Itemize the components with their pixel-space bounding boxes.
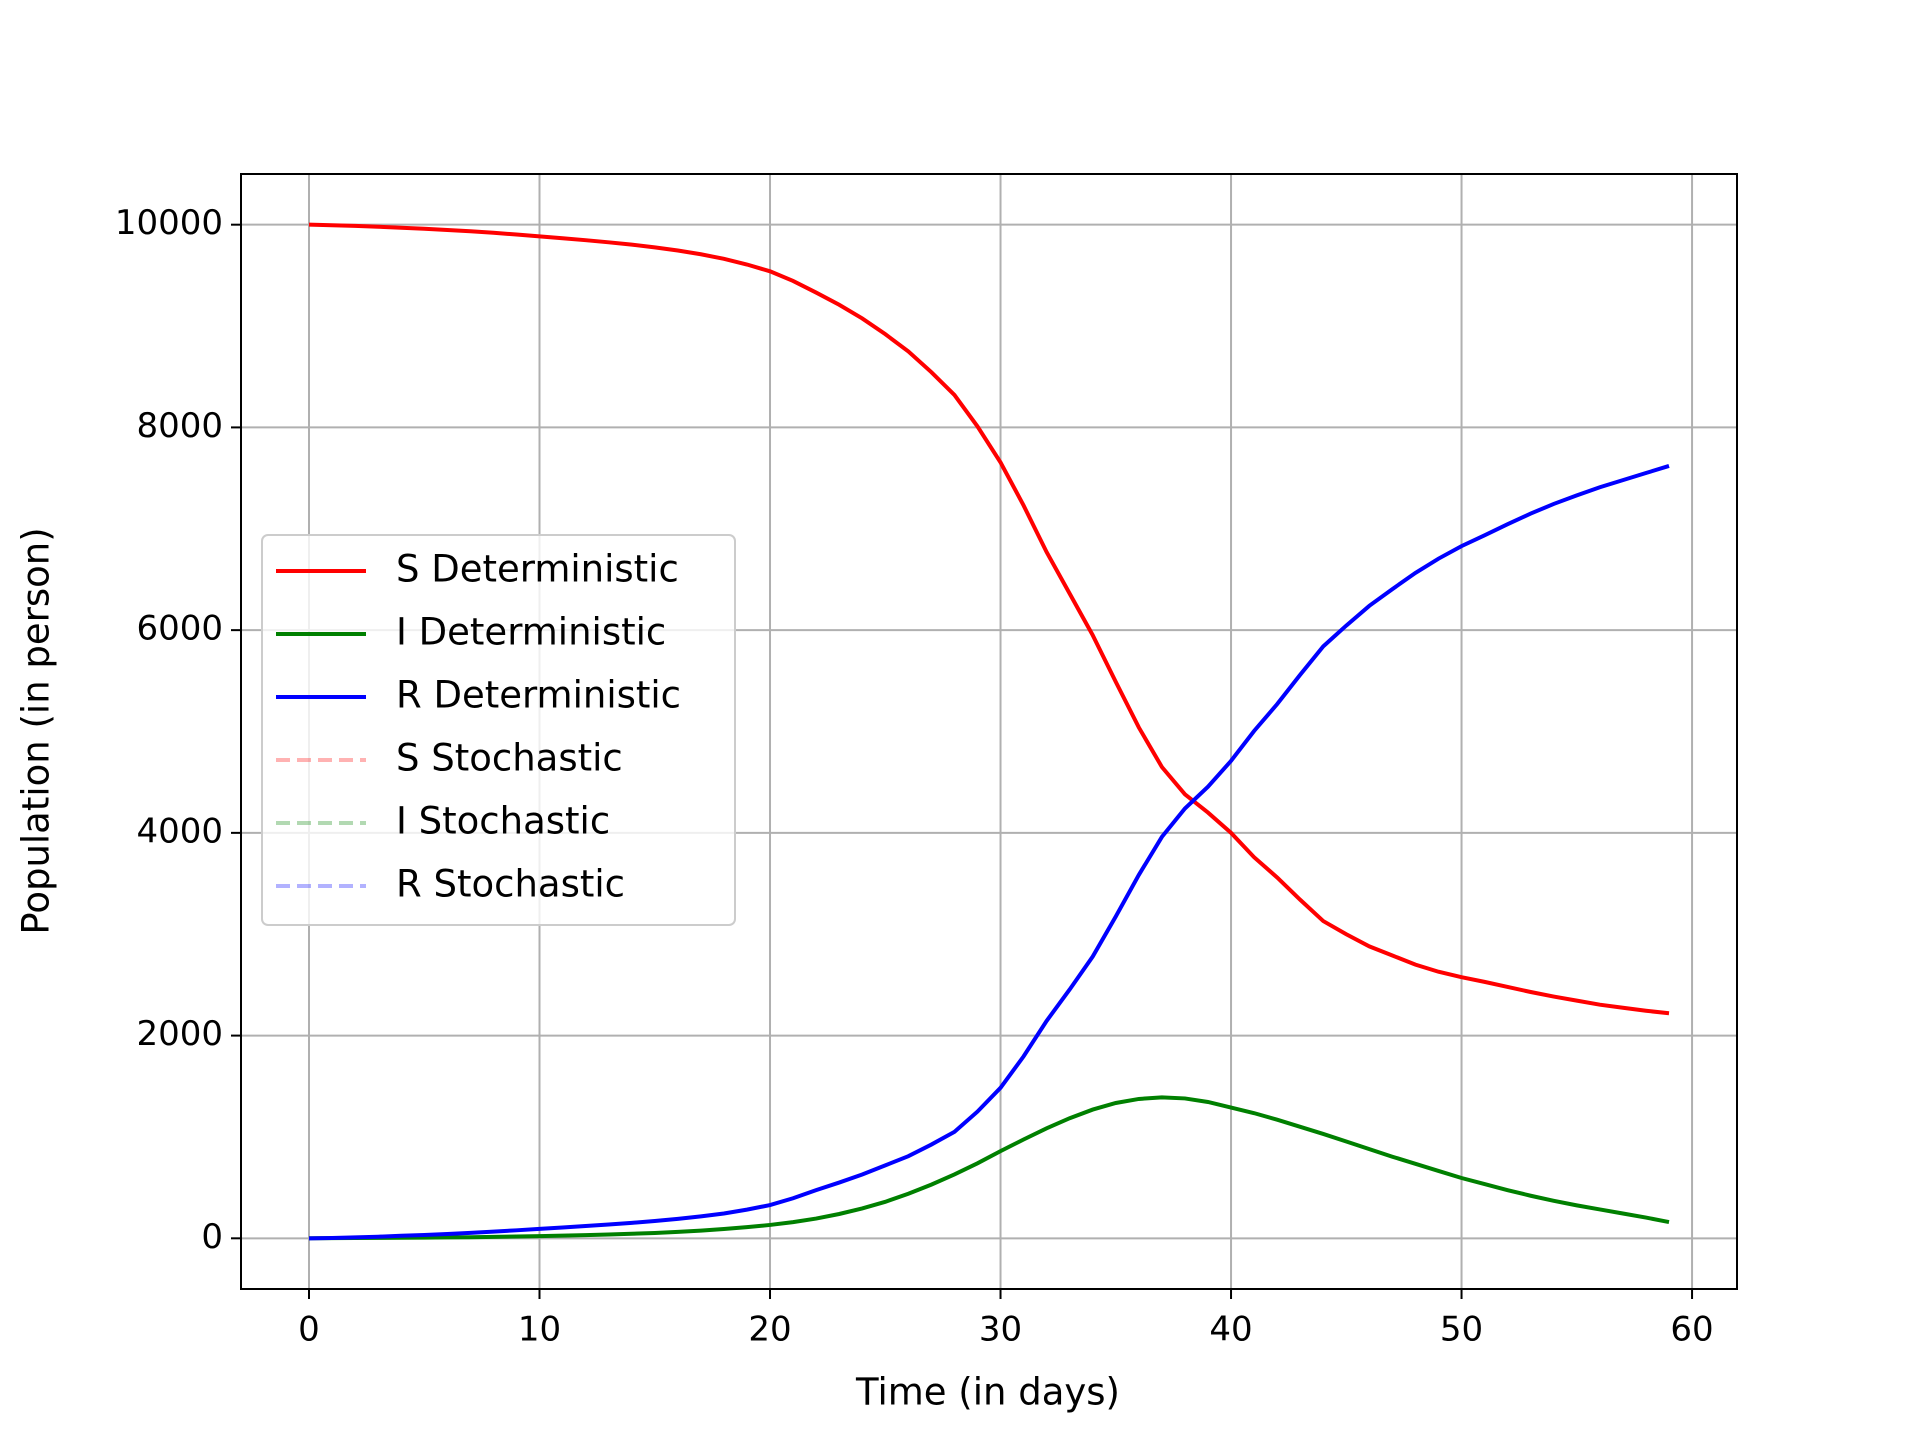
legend-label: I Deterministic xyxy=(396,611,666,654)
y-tick-label: 4000 xyxy=(136,811,223,851)
legend-label: S Deterministic xyxy=(396,548,679,591)
x-tick-label: 30 xyxy=(979,1310,1022,1350)
plot-frame xyxy=(240,173,1738,1290)
x-tick-label: 0 xyxy=(298,1310,320,1350)
legend-label: I Stochastic xyxy=(396,800,610,843)
x-tick-label: 20 xyxy=(748,1310,791,1350)
x-tick-label: 50 xyxy=(1440,1310,1483,1350)
y-tick-label: 8000 xyxy=(136,406,223,446)
legend-label: R Deterministic xyxy=(396,674,681,717)
y-tick-label: 2000 xyxy=(136,1014,223,1054)
series-line xyxy=(308,464,1670,1241)
x-axis-label: Time (in days) xyxy=(855,1371,1120,1414)
x-tick-label: 40 xyxy=(1209,1310,1252,1350)
y-tick-label: 10000 xyxy=(115,203,223,243)
y-tick-label: 0 xyxy=(201,1217,223,1257)
legend: S Deterministic I Deterministic R Determin… xyxy=(261,534,736,926)
series-line xyxy=(308,222,1670,1016)
legend-label: R Stochastic xyxy=(396,863,625,906)
legend-box xyxy=(261,534,736,926)
legend-label: S Stochastic xyxy=(396,737,623,780)
y-tick-label: 6000 xyxy=(136,609,223,649)
x-tick-label: 60 xyxy=(1670,1310,1713,1350)
x-tick-label: 10 xyxy=(518,1310,561,1350)
series-line xyxy=(308,1095,1670,1241)
y-axis-label: Population (in person) xyxy=(15,527,58,934)
